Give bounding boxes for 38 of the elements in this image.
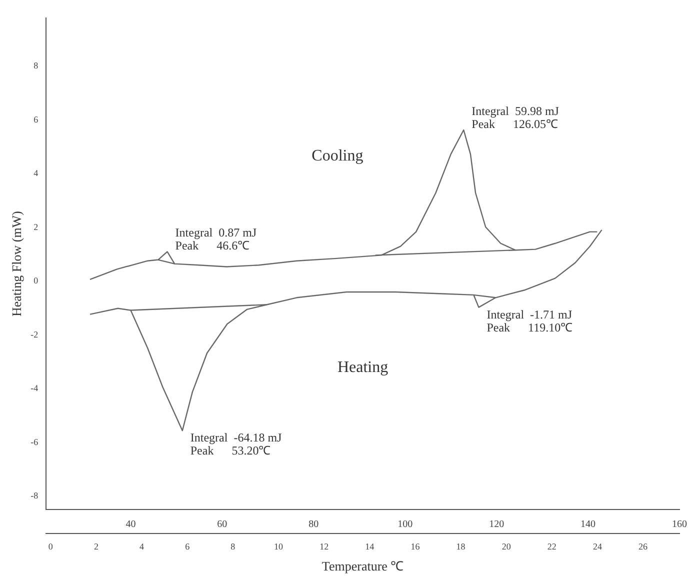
annotation: Integral 0.87 mJ Peak 46.6℃ [175, 226, 257, 253]
y-tick-label: -2 [30, 329, 38, 340]
y-tick-label: -8 [30, 490, 39, 501]
x2-tick-label: 2 [94, 541, 98, 552]
x2-tick-label: 10 [274, 541, 284, 552]
annotation: Integral 59.98 mJ Peak 126.05℃ [472, 104, 560, 132]
x2-tick-label: 14 [365, 541, 375, 552]
x2-tick-label: 6 [185, 541, 190, 552]
annotation: Cooling [312, 148, 364, 165]
x2-tick-label: 4 [140, 541, 145, 552]
x2-tick-label: 8 [230, 541, 236, 552]
x2-tick-label: 22 [547, 541, 556, 552]
y-tick-label: 8 [34, 60, 39, 71]
x2-tick-label: 0 [48, 541, 54, 552]
annotation: Integral -64.18 mJ Peak 53.20℃ [190, 430, 282, 458]
x-tick-label: 60 [217, 519, 228, 530]
y-tick-label: 4 [34, 168, 39, 178]
x2-tick-label: 20 [502, 541, 512, 552]
x-tick-label: 80 [308, 519, 319, 530]
x-tick-label: 40 [126, 519, 136, 530]
y-axis-title: Heating Flow (mW) [9, 211, 24, 317]
annotation: Heating [337, 358, 388, 376]
x-tick-label: 140 [580, 519, 596, 530]
x2-tick-label: 16 [410, 541, 420, 552]
y-tick-label: 2 [34, 222, 38, 232]
x2-tick-label: 12 [320, 541, 329, 552]
x-tick-label: 160 [672, 519, 687, 530]
y-tick-label: 0 [34, 276, 39, 286]
annotation: Integral -1.71 mJ Peak 119.10℃ [486, 307, 573, 334]
y-tick-label: -4 [30, 383, 39, 394]
y-tick-label: 6 [34, 114, 39, 124]
x2-tick-label: 26 [638, 541, 648, 552]
y-tick-label: -6 [30, 436, 39, 447]
x-axis-title: Temperature ℃ [322, 558, 404, 574]
x2-tick-label: 24 [592, 541, 602, 552]
x-tick-label: 120 [489, 519, 504, 530]
x-tick-label: 100 [398, 519, 413, 530]
x2-tick-label: 18 [456, 541, 466, 552]
